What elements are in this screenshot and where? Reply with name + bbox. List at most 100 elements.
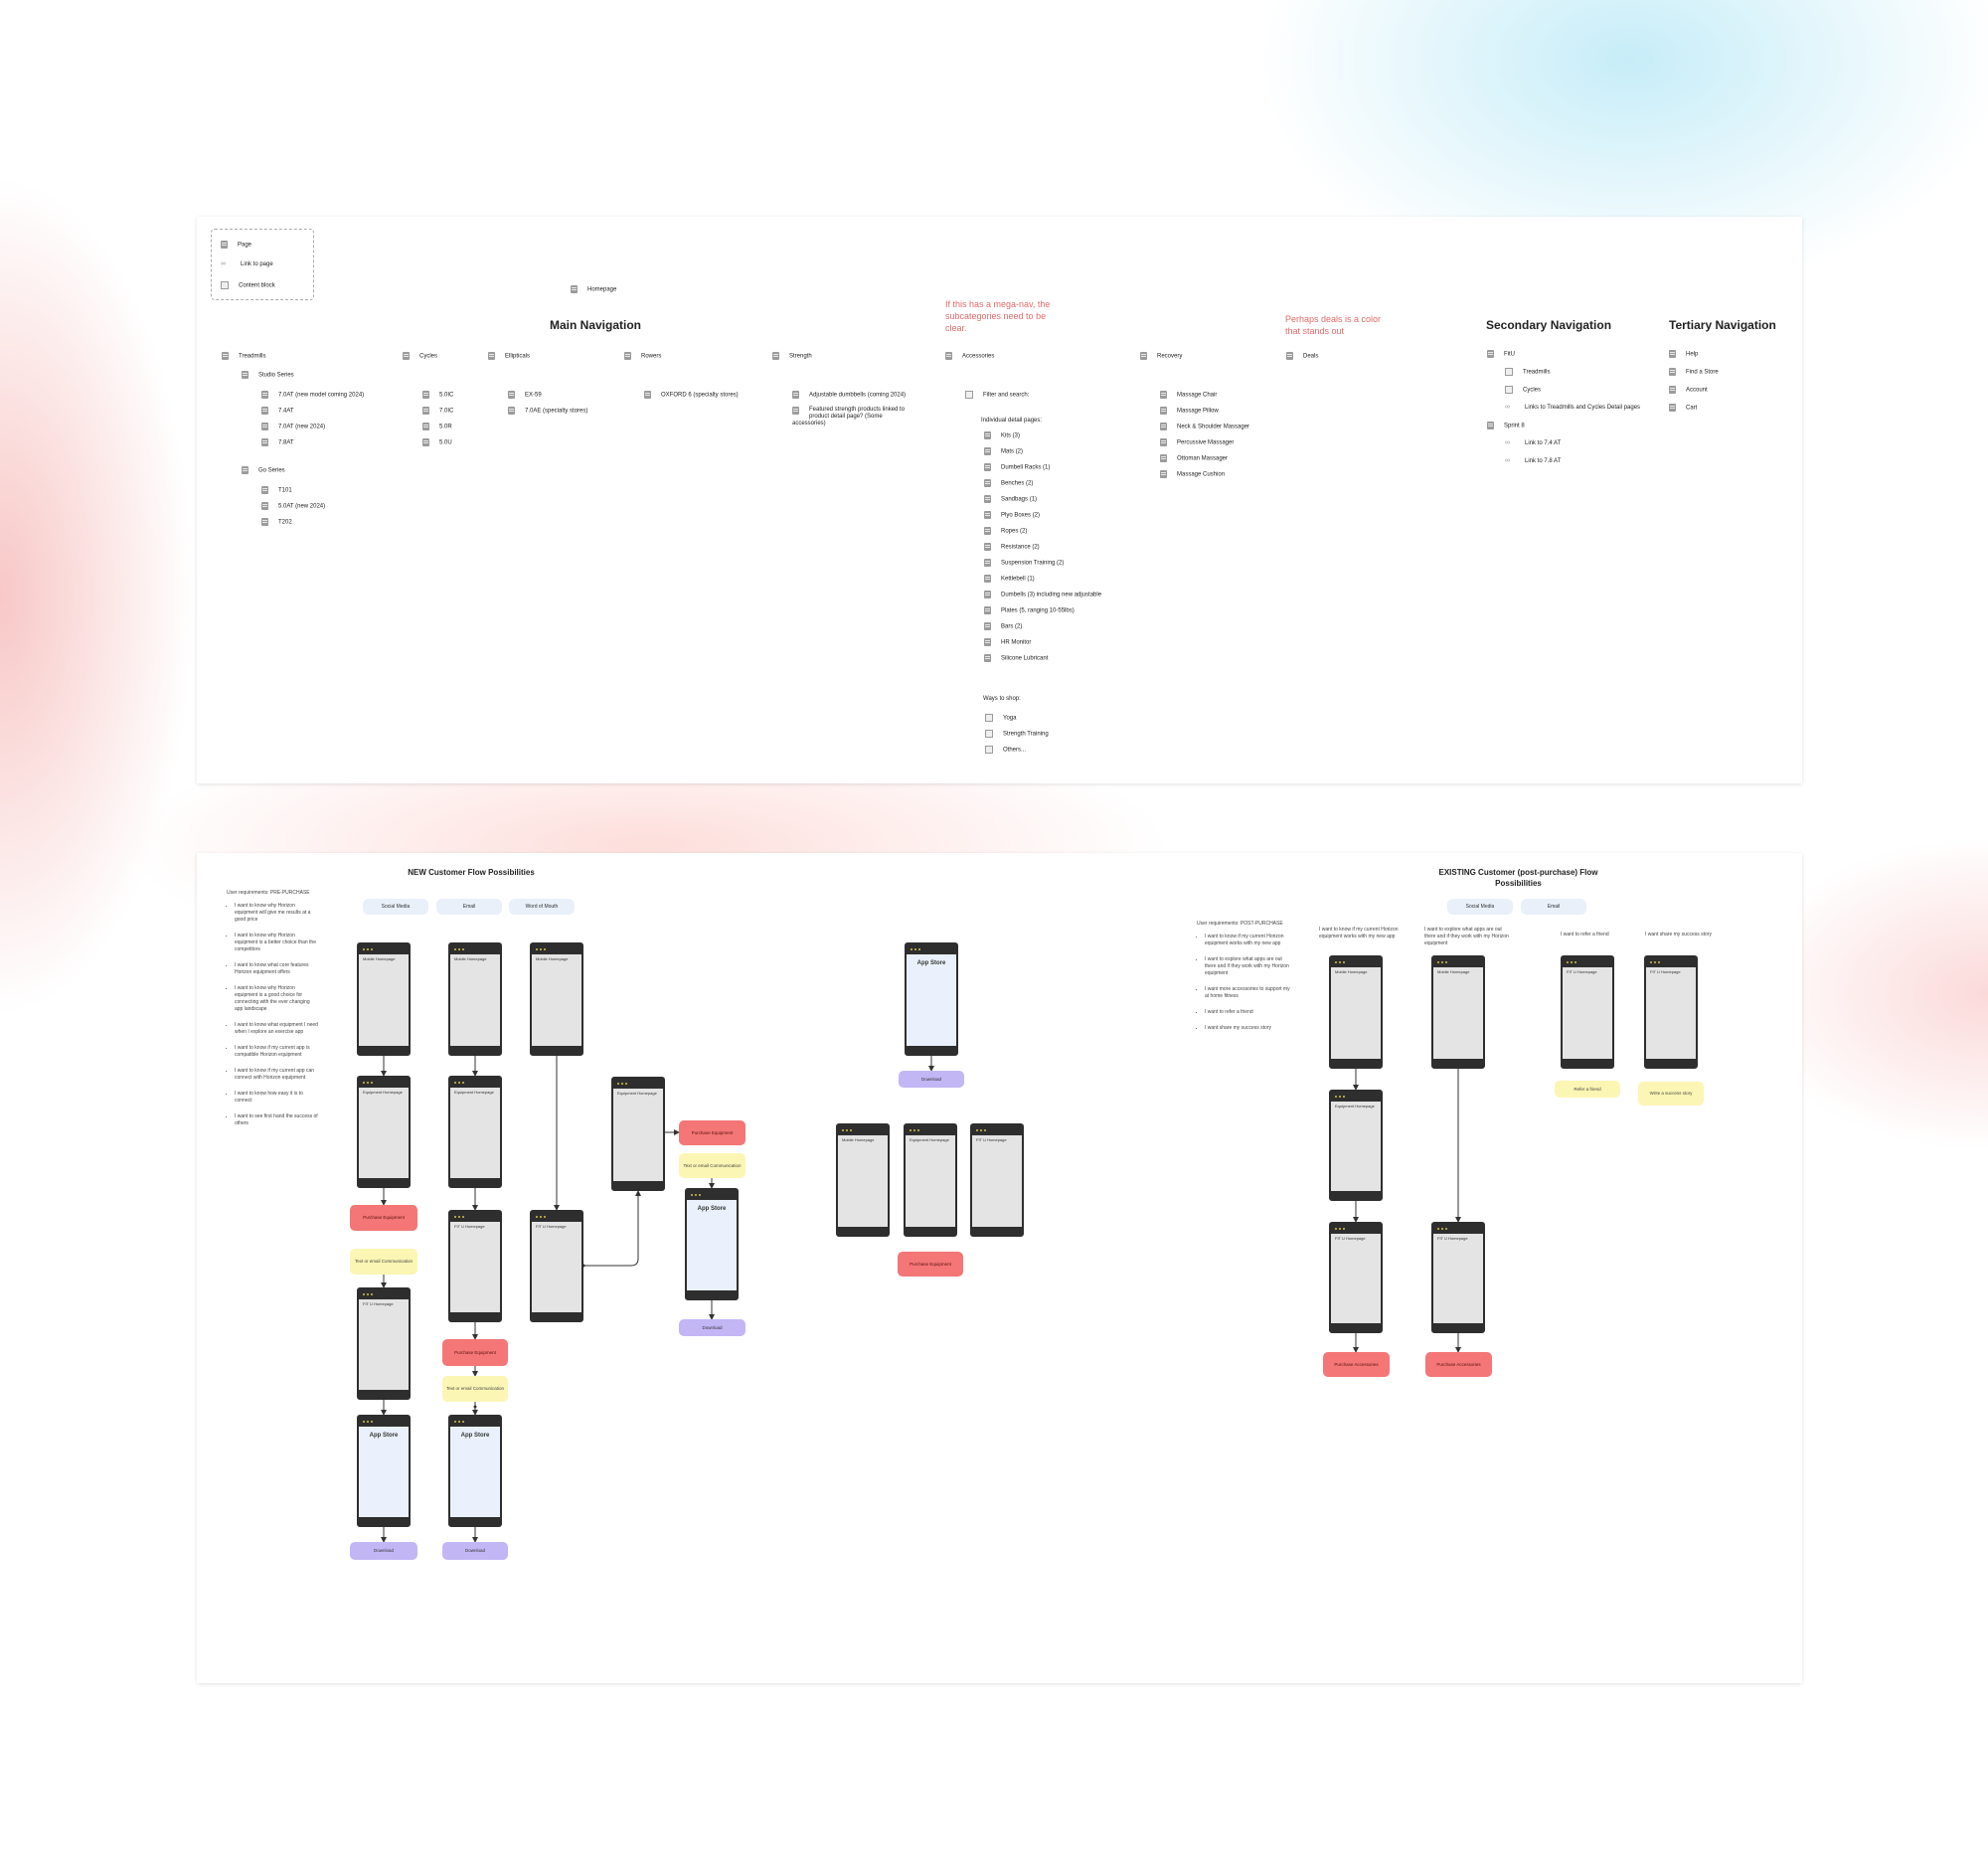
nav-item[interactable]: Mats (2) [984, 447, 1023, 455]
nav-item[interactable]: Adjustable dumbbells (coming 2024) [792, 391, 906, 399]
nav-item[interactable]: Plyo Boxes (2) [984, 511, 1040, 519]
page-icon [984, 622, 991, 630]
purchase-equipment-step[interactable]: Purchase Equipment [898, 1252, 963, 1277]
accessories-filter: Filter and search: [965, 391, 1029, 399]
nav-help[interactable]: Help [1669, 350, 1698, 358]
nav-item[interactable]: Kettlebell (1) [984, 575, 1035, 583]
nav-item[interactable]: Percussive Massager [1160, 438, 1234, 446]
text-email-step[interactable]: Text or email Communication [350, 1249, 417, 1275]
download-step[interactable]: Download [679, 1319, 746, 1336]
nav-item[interactable]: Resistance (2) [984, 543, 1040, 551]
phone-app-store[interactable]: App Store [448, 1415, 502, 1527]
text-email-step[interactable]: Text or email Communication [679, 1153, 746, 1178]
nav-item[interactable]: 5.0U [422, 438, 452, 446]
phone-app-store[interactable]: App Store [685, 1188, 739, 1300]
nav-item[interactable]: Ottoman Massager [1160, 454, 1228, 462]
purchase-accessories-step[interactable]: Purchase Accessories [1425, 1352, 1492, 1377]
phone-fitu-homepage[interactable]: FIT U Homepage [1644, 955, 1698, 1069]
nav-item[interactable]: 7.0AE (specialty stores) [508, 407, 587, 415]
phone-fitu-homepage[interactable]: FIT U Homepage [357, 1287, 411, 1400]
nav-item[interactable]: 7.0IC [422, 407, 453, 415]
purchase-accessories-step[interactable]: Purchase Accessories [1323, 1352, 1390, 1377]
write-story-step[interactable]: Write a success story [1638, 1082, 1704, 1106]
download-step[interactable]: Download [442, 1542, 508, 1560]
nav-find-store[interactable]: Find a Store [1669, 368, 1719, 376]
phone-mobile-homepage[interactable]: Mobile Homepage [530, 942, 583, 1056]
content-block-icon [1505, 368, 1513, 376]
phone-fitu-homepage[interactable]: FIT U Homepage [1329, 1222, 1383, 1333]
nav-fitu[interactable]: FitU [1487, 350, 1515, 358]
homepage-node[interactable]: Homepage [571, 285, 616, 293]
nav-strength[interactable]: Strength [772, 352, 812, 360]
download-step[interactable]: Download [350, 1542, 417, 1560]
nav-item[interactable]: OXFORD 6 (specialty stores) [644, 391, 739, 399]
nav-item[interactable]: Massage Chair [1160, 391, 1217, 399]
nav-item[interactable]: 7.0AT (new model coming 2024) [261, 391, 364, 399]
nav-item[interactable]: Massage Cushion [1160, 470, 1225, 478]
phone-equipment-homepage[interactable]: Equipment Homepage [1329, 1090, 1383, 1201]
nav-item[interactable]: Dumbell Racks (1) [984, 463, 1050, 471]
nav-item[interactable]: Silicone Lubricant [984, 654, 1048, 662]
nav-item[interactable]: HR Monitor [984, 638, 1031, 646]
phone-app-store[interactable]: App Store [357, 1415, 411, 1527]
nav-item[interactable]: Bars (2) [984, 622, 1022, 630]
nav-studio-series[interactable]: Studio Series [242, 371, 294, 379]
nav-item[interactable]: 5.0R [422, 423, 452, 430]
nav-item[interactable]: 7.8AT [261, 438, 294, 446]
nav-item[interactable]: T101 [261, 486, 292, 494]
download-step[interactable]: Download [899, 1071, 964, 1088]
phone-fitu-homepage[interactable]: FIT U Homepage [530, 1210, 583, 1322]
nav-item[interactable]: Massage Pillow [1160, 407, 1219, 415]
refer-friend-step[interactable]: Refer a friend [1555, 1081, 1620, 1098]
nav-item[interactable]: 5.0AT (new 2024) [261, 502, 325, 510]
phone-equipment-homepage[interactable]: Equipment Homepage [611, 1077, 665, 1191]
sprint8-link[interactable]: ∞ Link to 7.8 AT [1505, 457, 1562, 465]
phone-equipment-homepage[interactable]: Equipment Homepage [904, 1123, 957, 1237]
nav-item[interactable]: Suspension Training (2) [984, 559, 1064, 567]
phone-app-store[interactable]: App Store [905, 942, 958, 1056]
nav-cart[interactable]: Cart [1669, 404, 1697, 412]
phone-fitu-homepage[interactable]: FIT U Homepage [1561, 955, 1614, 1069]
nav-item[interactable]: EX-59 [508, 391, 542, 399]
page-icon [1286, 352, 1293, 360]
phone-mobile-homepage[interactable]: Mobile Homepage [357, 942, 411, 1056]
nav-item[interactable]: Sandbags (1) [984, 495, 1037, 503]
phone-equipment-homepage[interactable]: Equipment Homepage [357, 1076, 411, 1188]
nav-item[interactable]: 7.0AT (new 2024) [261, 423, 325, 430]
phone-fitu-homepage[interactable]: FIT U Homepage [1431, 1222, 1485, 1333]
page-icon [222, 352, 229, 360]
nav-item[interactable]: T202 [261, 518, 292, 526]
nav-item[interactable]: Plates (5, ranging 10-55lbs) [984, 606, 1075, 614]
phone-mobile-homepage[interactable]: Mobile Homepage [836, 1123, 890, 1237]
nav-rowers[interactable]: Rowers [624, 352, 661, 360]
nav-recovery[interactable]: Recovery [1140, 352, 1182, 360]
purchase-equipment-step[interactable]: Purchase Equipment [350, 1205, 417, 1231]
nav-item[interactable]: 5.0IC [422, 391, 453, 399]
nav-ellipticals[interactable]: Ellipticals [488, 352, 530, 360]
nav-accessories[interactable]: Accessories [945, 352, 994, 360]
nav-account[interactable]: Account [1669, 386, 1708, 394]
nav-item[interactable]: Dumbells (3) including new adjustable [984, 591, 1101, 598]
nav-go-series[interactable]: Go Series [242, 466, 285, 474]
nav-item[interactable]: Neck & Shoulder Massager [1160, 423, 1249, 430]
nav-sprint8[interactable]: Sprint 8 [1487, 422, 1525, 429]
text-email-step[interactable]: Text or email Communication [442, 1376, 508, 1402]
nav-item[interactable]: 7.4AT [261, 407, 294, 415]
phone-mobile-homepage[interactable]: Mobile Homepage [448, 942, 502, 1056]
purchase-equipment-step[interactable]: Purchase Equipment [442, 1339, 508, 1366]
nav-item[interactable]: Ropes (2) [984, 527, 1027, 535]
nav-item[interactable]: Kits (3) [984, 431, 1020, 439]
purchase-equipment-step[interactable]: Purchase Equipment [679, 1120, 746, 1145]
phone-equipment-homepage[interactable]: Equipment Homepage [448, 1076, 502, 1188]
nav-deals[interactable]: Deals [1286, 352, 1318, 360]
nav-treadmills[interactable]: Treadmills [222, 352, 265, 360]
sprint8-link[interactable]: ∞ Link to 7.4 AT [1505, 439, 1562, 447]
phone-fitu-homepage[interactable]: FIT U Homepage [448, 1210, 502, 1322]
phone-fitu-homepage[interactable]: FIT U Homepage [970, 1123, 1024, 1237]
nav-item[interactable]: Benches (2) [984, 479, 1033, 487]
phone-mobile-homepage[interactable]: Mobile Homepage [1431, 955, 1485, 1069]
nav-item[interactable]: Featured strength products linked to pro… [792, 407, 906, 426]
nav-cycles[interactable]: Cycles [403, 352, 437, 360]
phone-mobile-homepage[interactable]: Mobile Homepage [1329, 955, 1383, 1069]
fitu-link[interactable]: ∞ Links to Treadmills and Cycles Detail p… [1505, 404, 1641, 412]
